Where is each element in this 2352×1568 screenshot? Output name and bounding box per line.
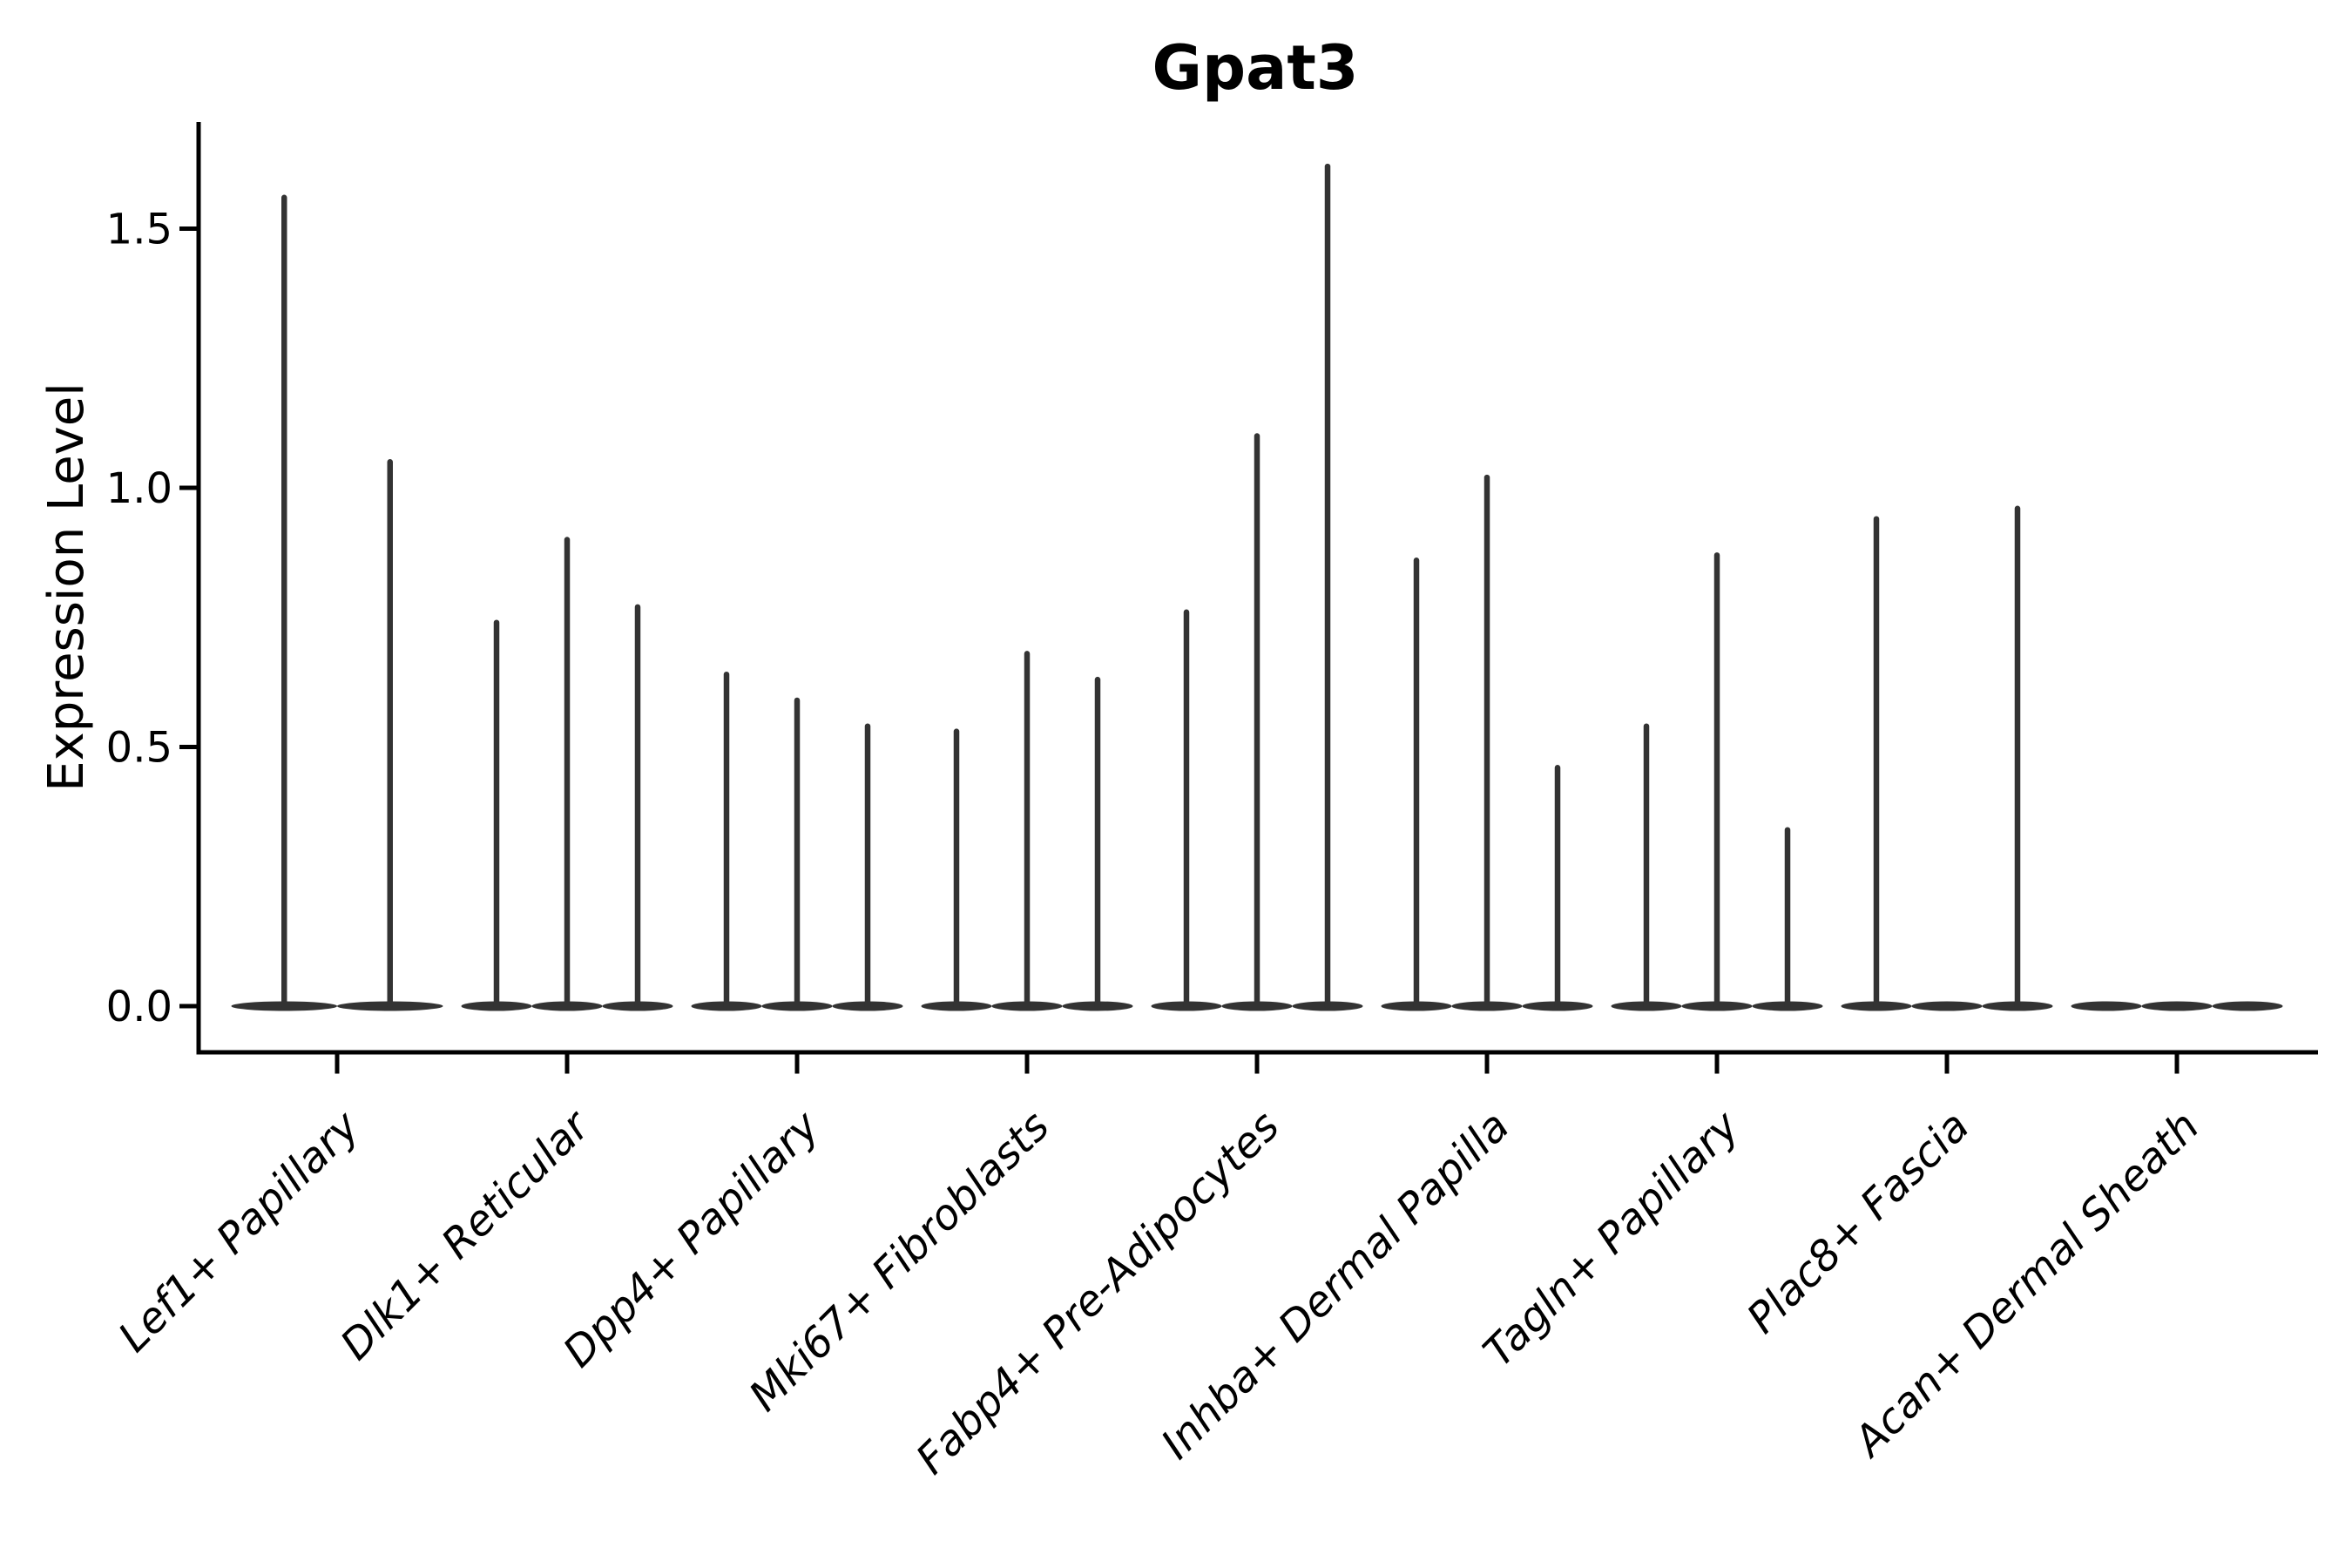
violin-group <box>1381 474 1593 1011</box>
y-tick-label: 1.0 <box>106 464 172 513</box>
violin-group <box>231 194 443 1011</box>
violins-layer <box>231 163 2283 1011</box>
y-axis-label: Expression Level <box>38 382 95 792</box>
y-tick-label: 0.5 <box>106 724 172 773</box>
violin-base <box>2212 1001 2283 1011</box>
violin-group <box>1151 163 1363 1011</box>
violin-group <box>691 671 903 1011</box>
violin-base <box>2141 1001 2213 1011</box>
violin-group <box>461 537 673 1011</box>
x-tick-label: Fabp4+ Pre-Adipocytes <box>907 1102 1289 1484</box>
x-tick-label: Dpp4+ Papillary <box>554 1101 829 1376</box>
y-tick-label: 0.0 <box>106 983 172 1031</box>
violin-group <box>1841 505 2053 1011</box>
violin-base <box>1911 1001 1983 1011</box>
y-tick-label: 1.5 <box>106 206 172 254</box>
x-tick-label: Plac8+ Fascia <box>1738 1102 1979 1343</box>
violin-group <box>1611 552 1823 1011</box>
x-tick-label: Tagln+ Papillary <box>1474 1101 1749 1376</box>
chart-title: Gpat3 <box>1152 32 1359 104</box>
violin-base <box>2071 1001 2142 1011</box>
x-tick-label: Lef1+ Papillary <box>109 1101 369 1362</box>
x-tick-label: Dlk1+ Reticular <box>331 1100 601 1370</box>
violin-group <box>921 651 1133 1011</box>
violin-group <box>2071 1001 2283 1011</box>
